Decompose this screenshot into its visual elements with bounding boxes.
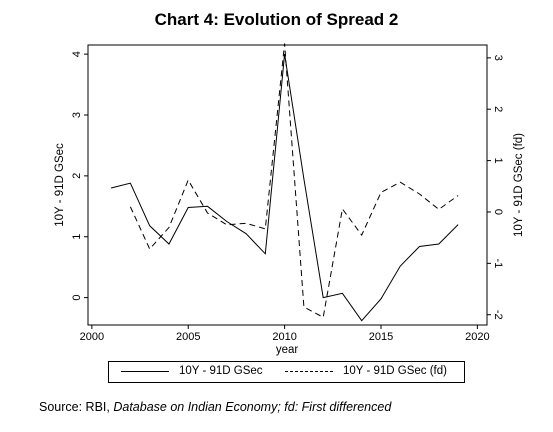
- y-tick-label: 0: [71, 295, 83, 301]
- y-tick-label: 1: [71, 234, 83, 240]
- x-tick-label: 2010: [272, 331, 296, 343]
- legend-label-fd: 10Y - 91D GSec (fd): [343, 365, 447, 377]
- y2-tick-label: -1: [492, 258, 504, 268]
- x-axis: 2000 2005 2010 2015 2020: [80, 325, 490, 343]
- y2-tick-label: -2: [492, 310, 504, 320]
- legend-item-level: 10Y - 91D GSec: [121, 365, 263, 377]
- x-tick-label: 2005: [176, 331, 200, 343]
- legend: 10Y - 91D GSec 10Y - 91D GSec (fd): [108, 361, 465, 383]
- source-italic: Database on Indian Economy; fd: First di…: [113, 400, 392, 414]
- y-tick-label: 3: [71, 112, 83, 118]
- legend-label-level: 10Y - 91D GSec: [179, 365, 263, 377]
- y2-tick-label: 1: [492, 158, 504, 164]
- series-layer: [110, 43, 459, 322]
- y-axis-label: 10Y - 91D GSec: [54, 143, 66, 227]
- left-y-axis: 0 1 2 3 4: [71, 51, 88, 301]
- y2-tick-label: 3: [492, 55, 504, 61]
- legend-dashed-line-swatch: [285, 370, 333, 372]
- x-axis-label: year: [276, 344, 299, 356]
- y2-tick-label: 0: [492, 209, 504, 215]
- x-tick-label: 2000: [80, 331, 104, 343]
- legend-solid-line-swatch: [121, 370, 169, 372]
- series-line-fd: [129, 43, 459, 319]
- source-prefix: Source: RBI,: [39, 400, 114, 414]
- y-tick-label: 4: [71, 51, 83, 57]
- x-tick-label: 2015: [369, 331, 393, 343]
- source-note: Source: RBI, Database on Indian Economy;…: [39, 400, 391, 414]
- series-line-level: [110, 54, 459, 322]
- plot-frame: [87, 44, 488, 326]
- right-y-axis: -2 -1 0 1 2 3: [487, 55, 504, 320]
- y-tick-label: 2: [71, 173, 83, 179]
- y2-axis-label: 10Y - 91D GSec (fd): [513, 133, 525, 237]
- legend-item-fd: 10Y - 91D GSec (fd): [285, 365, 447, 377]
- chart-title: Chart 4: Evolution of Spread 2: [154, 10, 399, 29]
- x-tick-label: 2020: [465, 331, 489, 343]
- y2-tick-label: 2: [492, 106, 504, 112]
